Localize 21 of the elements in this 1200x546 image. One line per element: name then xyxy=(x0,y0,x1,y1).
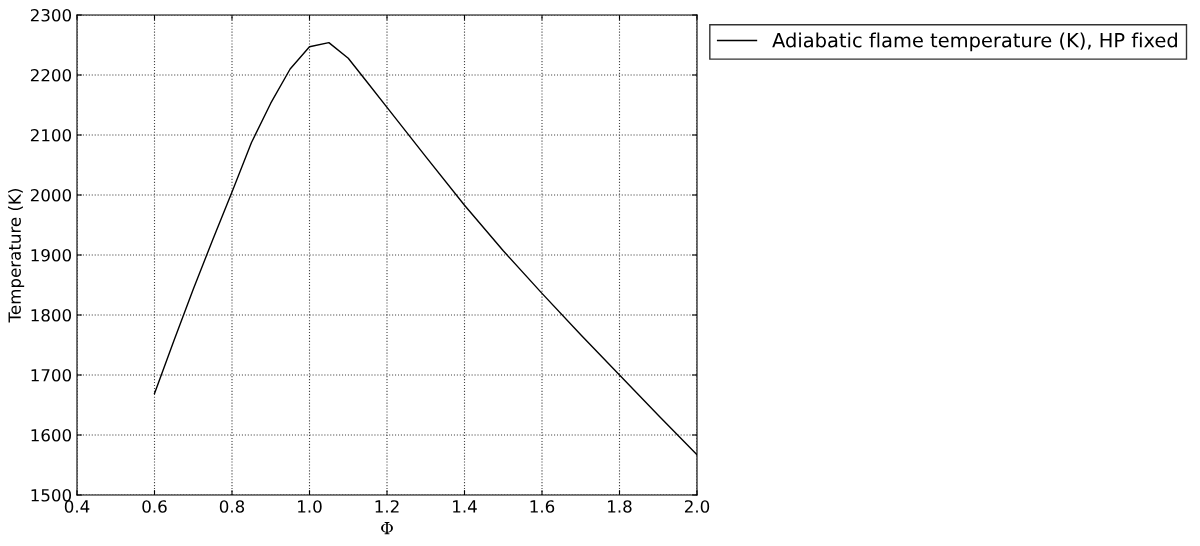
y-tick-label: 1500 xyxy=(31,488,72,502)
x-tick-label: 1.0 xyxy=(298,500,322,513)
y-tick-label: 2200 xyxy=(30,68,72,82)
x-tick-label: 1.6 xyxy=(530,500,555,513)
legend-label: Adiabatic flame temperature (K), HP fixed xyxy=(772,32,1177,52)
y-tick-label: 1900 xyxy=(31,248,72,262)
y-tick-label: 1700 xyxy=(31,368,72,382)
y-tick-label: 1600 xyxy=(31,428,72,442)
x-tick-label: 0.8 xyxy=(219,500,245,513)
x-tick-label: 1.4 xyxy=(453,500,477,513)
y-tick-label: 2100 xyxy=(30,128,72,142)
x-tick-label: 0.4 xyxy=(64,500,90,513)
x-tick-label: 2.0 xyxy=(684,500,710,513)
y-tick-label: 1800 xyxy=(31,308,72,322)
y-tick-label: 2300 xyxy=(30,8,72,22)
y-tick-label: 2000 xyxy=(30,188,72,202)
x-axis-title: Φ xyxy=(381,522,393,535)
x-tick-label: 1.8 xyxy=(608,500,632,513)
y-axis-title: Temperature (K) xyxy=(8,189,25,323)
x-tick-label: 0.6 xyxy=(142,500,167,513)
x-tick-label: 1.2 xyxy=(375,500,399,513)
